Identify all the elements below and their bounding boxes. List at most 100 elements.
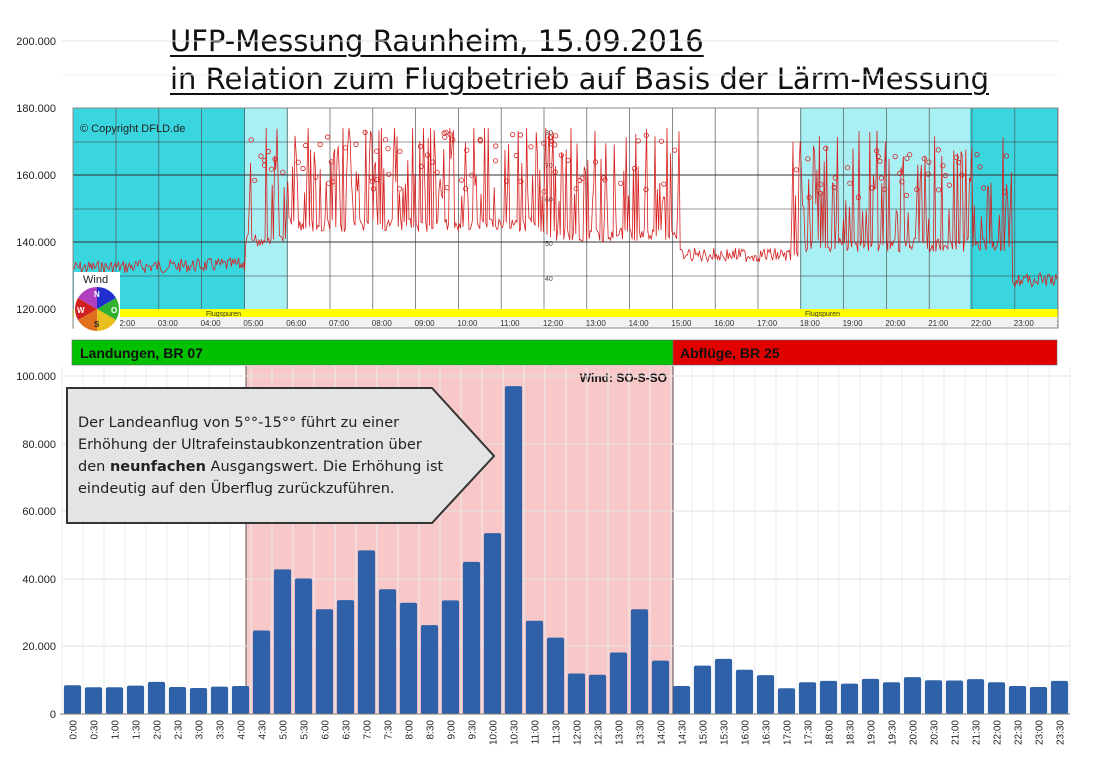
- noise-peak-marker: [328, 159, 334, 165]
- x-tick-label: 13:30: [636, 720, 647, 745]
- noise-peak-marker: [1002, 189, 1008, 195]
- inset-hour-label: 18:00: [800, 319, 821, 328]
- bar-9:30: [462, 561, 481, 714]
- x-tick-label: 7:00: [363, 720, 374, 740]
- bar-6:30: [336, 600, 355, 714]
- inset-hour-label: 16:00: [714, 319, 735, 328]
- bar-4:00: [231, 685, 250, 714]
- x-tick-label: 12:00: [573, 720, 584, 745]
- noise-peak-marker: [661, 181, 667, 187]
- noise-peak-marker: [248, 137, 254, 143]
- wind-direction-label: Wind: SO-S-SO: [580, 371, 667, 385]
- x-tick-label: 12:30: [594, 720, 605, 745]
- inset-hour-label: 21:00: [928, 319, 949, 328]
- inset-late-night-region: [970, 108, 1058, 320]
- noise-peak-marker: [855, 194, 862, 200]
- bar-10:00: [483, 533, 502, 714]
- bar-7:30: [378, 589, 397, 714]
- inset-hour-label: 02:00: [115, 319, 136, 328]
- noise-peak-marker: [374, 177, 380, 183]
- bar-14:00: [651, 660, 670, 714]
- inset-hour-label: 22:00: [971, 319, 992, 328]
- bar-11:30: [546, 637, 565, 714]
- noise-peak-marker: [942, 172, 949, 179]
- noise-peak-marker: [373, 148, 380, 154]
- inset-hour-label: 19:00: [843, 319, 864, 328]
- inset-hour-labels: 02:00 03:00 04:00 05:00 06:00 07:00 08:00 09:00…: [115, 319, 1058, 328]
- noise-peak-marker: [362, 129, 368, 135]
- noise-peak-marker: [643, 186, 649, 193]
- y-tick-label: 20.000: [22, 641, 56, 653]
- bar-15:30: [714, 658, 733, 714]
- noise-peak-marker: [272, 156, 278, 162]
- noise-peak-marker: [458, 177, 464, 183]
- inset-hour-label: 09:00: [415, 319, 436, 328]
- x-tick-label: 21:30: [972, 720, 983, 745]
- noise-peak-marker: [552, 169, 558, 175]
- bars: [63, 386, 1069, 714]
- x-tick-label: 18:00: [825, 720, 836, 745]
- y-axis: 0 20.000 40.000 60.000 80.000 100.000 120.000 1…: [16, 36, 56, 721]
- x-tick-label: 3:30: [216, 720, 227, 740]
- x-tick-label: 19:30: [888, 720, 899, 745]
- callout-line-1: Der Landeanflug von 5°°-15°° führt zu ei…: [78, 415, 400, 431]
- bar-14:30: [672, 685, 691, 714]
- noise-peak-marker: [300, 165, 306, 172]
- inset-border: [72, 107, 1059, 329]
- noise-peak-marker: [553, 133, 559, 139]
- inset-hour-label: 13:00: [586, 319, 607, 328]
- noise-peak-marker: [881, 186, 887, 192]
- x-tick-label: 22:00: [993, 720, 1004, 745]
- noise-peak-marker: [396, 186, 403, 192]
- noise-peak-marker: [907, 152, 913, 158]
- bar-3:00: [189, 687, 208, 714]
- noise-peak-marker: [631, 165, 638, 172]
- noise-peak-marker: [959, 172, 965, 178]
- noise-peak-marker: [295, 159, 301, 165]
- noise-peak-marker: [252, 177, 258, 183]
- wind-sector-o: [97, 298, 119, 320]
- noise-peak-marker: [430, 159, 436, 165]
- x-tick-label: 20:30: [930, 720, 941, 745]
- noise-peak-marker: [974, 152, 980, 158]
- x-tick-label: 1:00: [111, 720, 122, 740]
- noise-peak-marker: [493, 143, 499, 149]
- x-tick-label: 13:00: [615, 720, 626, 745]
- inset-hour-label: 12:00: [543, 319, 564, 328]
- x-tick-label: 11:30: [552, 720, 563, 745]
- noise-peaks: [248, 129, 1010, 200]
- noise-peak-marker: [875, 153, 881, 159]
- x-tick-label: 10:00: [489, 720, 500, 745]
- bar-16:30: [756, 675, 775, 714]
- x-tick-label: 5:30: [300, 720, 311, 740]
- x-tick-label: 17:30: [804, 720, 815, 745]
- grid-lines: [62, 40, 1058, 76]
- wind-sector-w: [75, 298, 97, 320]
- x-tick-label: 14:30: [678, 720, 689, 745]
- noise-trace: [73, 127, 1058, 289]
- noise-peak-marker: [817, 190, 824, 196]
- inset-hour-label: 20:00: [885, 319, 906, 328]
- takeoff-band: [672, 339, 1058, 366]
- noise-peak-marker: [342, 145, 349, 151]
- landing-band-label: Landungen, BR 07: [80, 345, 203, 361]
- noise-peak-marker: [504, 178, 510, 184]
- noise-peak-marker: [903, 192, 910, 198]
- bar-23:00: [1029, 686, 1048, 714]
- inset-hour-label: 10:00: [457, 319, 478, 328]
- noise-peak-marker: [618, 180, 624, 186]
- x-tick-label: 17:00: [783, 720, 794, 745]
- noise-peak-marker: [869, 185, 875, 191]
- x-tick-label: 6:30: [342, 720, 353, 740]
- noise-peak-marker: [370, 186, 376, 192]
- db-scale-label: 40: [545, 276, 553, 283]
- bar-15:00: [693, 665, 712, 714]
- bar-area-grid: [61, 366, 1071, 714]
- noise-peak-marker: [658, 138, 665, 144]
- noise-peak-marker: [925, 171, 931, 177]
- x-tick-label: 11:00: [531, 720, 542, 745]
- callout-line-3-bold: neunfachen: [109, 459, 206, 475]
- inset-selection-marker: [310, 331, 373, 335]
- noise-peak-marker: [635, 138, 641, 144]
